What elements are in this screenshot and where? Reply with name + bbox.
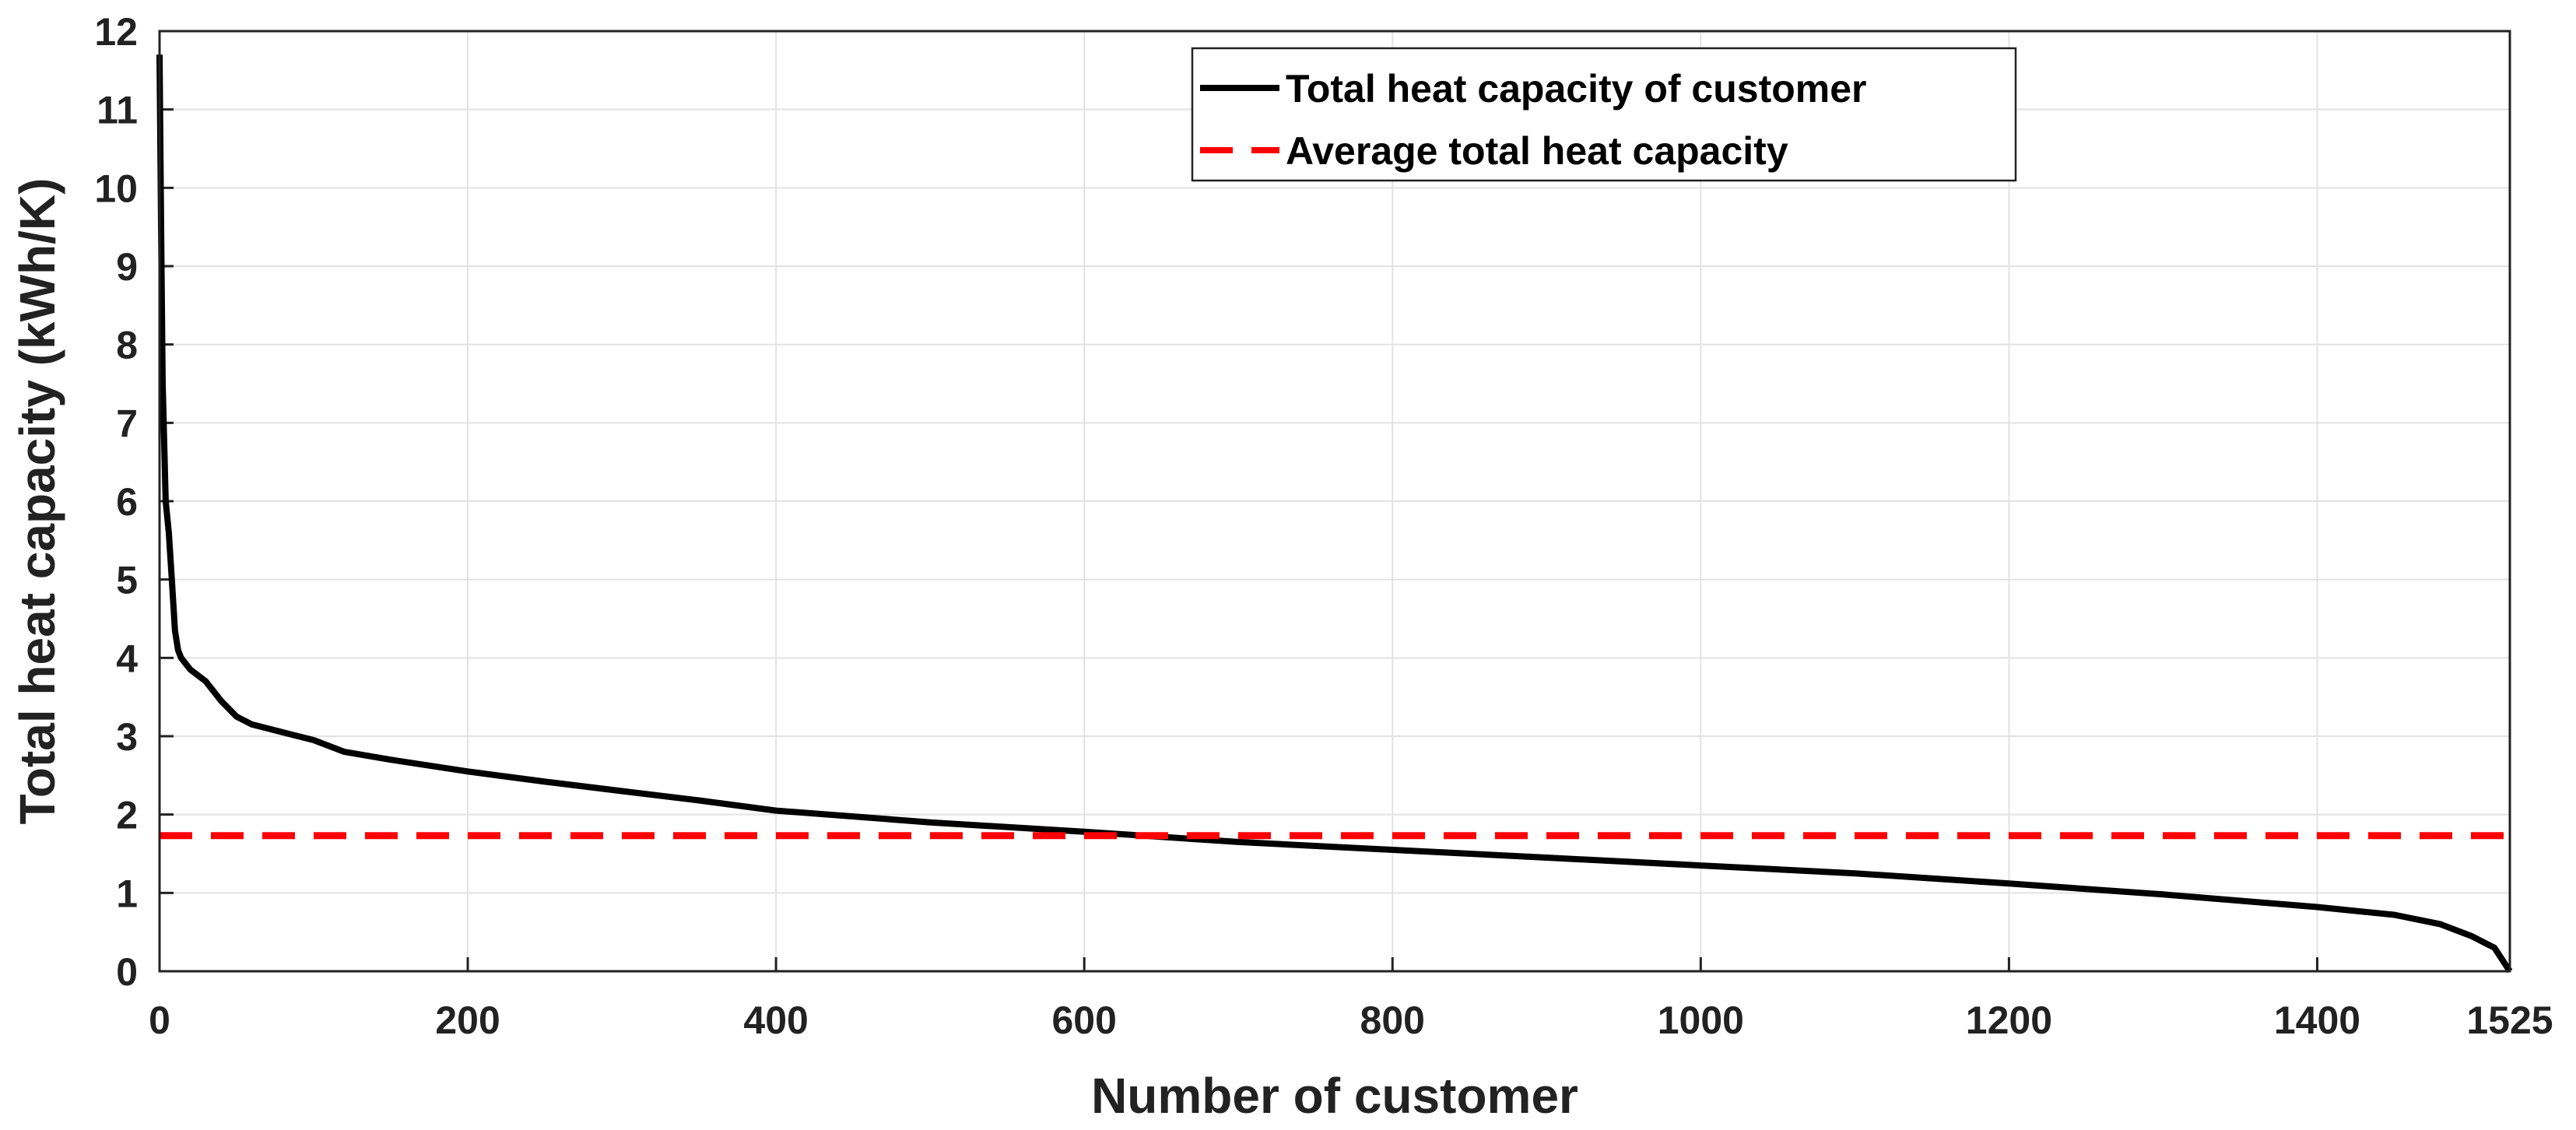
y-tick-label: 12	[94, 10, 138, 54]
y-tick-label: 4	[116, 637, 138, 680]
x-tick-label: 400	[743, 998, 808, 1042]
x-tick-label: 1200	[1966, 998, 2052, 1042]
y-tick-label: 6	[116, 480, 138, 524]
y-tick-label: 3	[116, 715, 138, 759]
x-tick-label: 1000	[1658, 998, 1744, 1042]
y-tick-label: 10	[94, 167, 138, 210]
y-tick-label: 9	[116, 245, 138, 289]
tick-labels: 0 200 400 600 800 1000 1200 1400 152501234567891…	[94, 10, 2553, 1042]
x-tick-label: 0	[149, 998, 170, 1042]
y-tick-label: 8	[116, 324, 138, 367]
y-tick-label: 7	[116, 402, 138, 445]
legend-label-average-heat-capacity: Average total heat capacity	[1286, 129, 1788, 173]
x-tick-label: 1400	[2274, 998, 2360, 1042]
y-tick-label: 5	[116, 559, 138, 602]
legend-label-total-heat-capacity: Total heat capacity of customer	[1286, 67, 1866, 111]
x-tick-label: 200	[435, 998, 500, 1042]
total-heat-capacity-line	[156, 54, 2513, 974]
plot-border	[158, 30, 2511, 973]
x-tick-label: 800	[1360, 998, 1425, 1042]
x-axis-title: Number of customer	[1091, 1068, 1578, 1124]
y-tick-label: 11	[97, 89, 138, 132]
legend-box	[1191, 47, 2017, 182]
y-tick-label: 0	[116, 950, 138, 994]
series-group	[156, 54, 2513, 974]
x-tick-label: 600	[1051, 998, 1116, 1042]
legend: Total heat capacity of customer Average …	[1191, 47, 2017, 182]
y-tick-label: 1	[116, 872, 138, 915]
y-tick-label: 2	[116, 794, 138, 837]
x-tick-label: 1525	[2466, 998, 2553, 1042]
y-axis-title: Total heat capacity (kWh/K)	[9, 178, 65, 825]
